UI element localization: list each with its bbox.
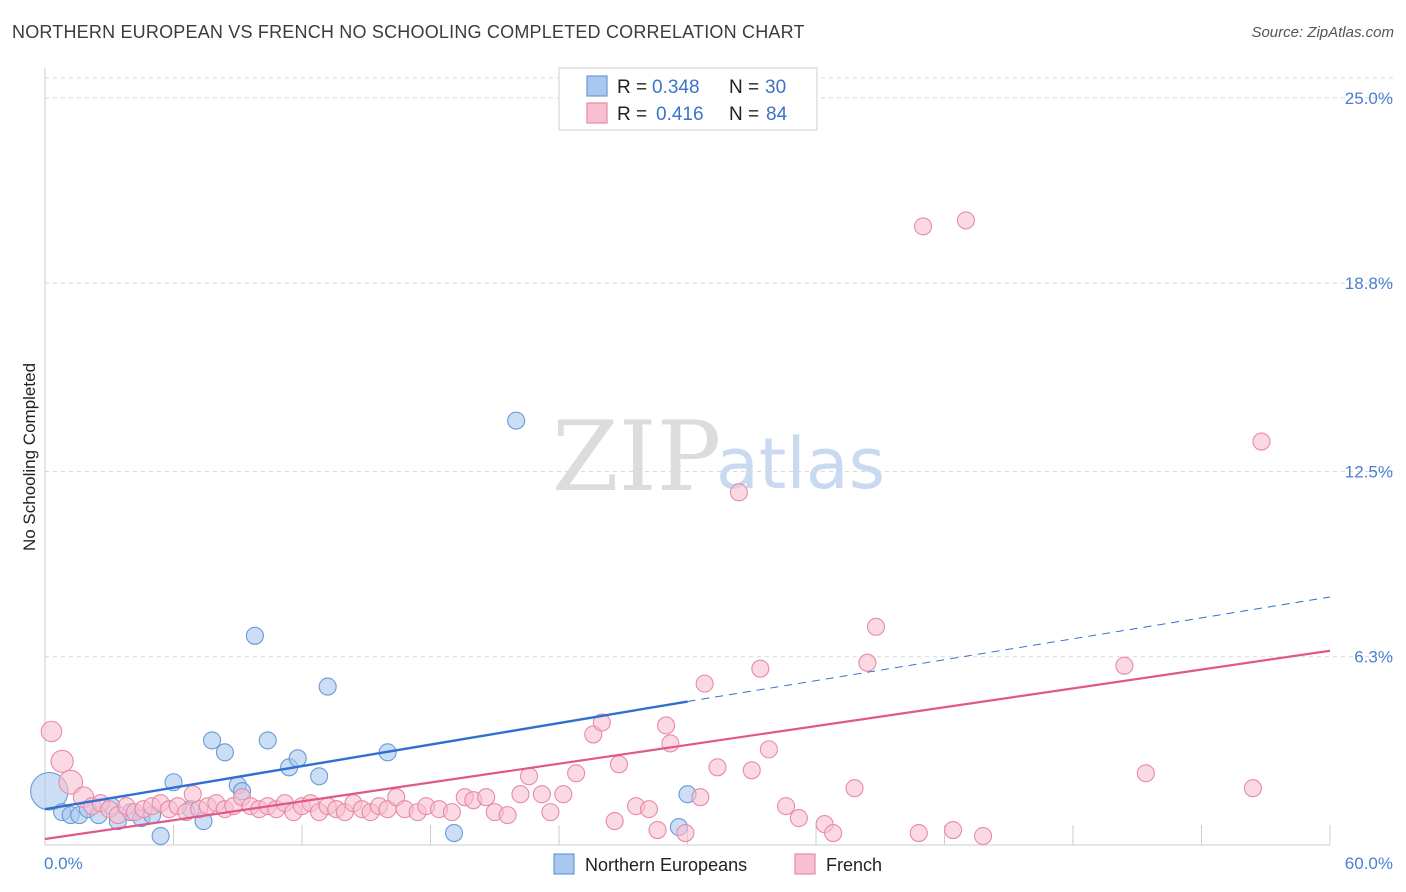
data-point-french xyxy=(511,785,530,804)
trend-line-northern-europeans-extension xyxy=(687,596,1331,703)
x-tick-label-min: 0.0% xyxy=(44,854,83,873)
data-point-french xyxy=(914,217,933,236)
data-point-french xyxy=(605,812,624,831)
data-point-french xyxy=(657,716,676,735)
data-point-french xyxy=(567,764,586,783)
y-tick-labels: 6.3% 12.5% 18.8% 25.0% xyxy=(1345,89,1393,667)
y-tick-label: 12.5% xyxy=(1345,462,1393,481)
data-point-french xyxy=(751,659,770,678)
legend-box: R = 0.348 N = 30 R = 0.416 N = 84 xyxy=(558,67,818,131)
y-tick-label: 18.8% xyxy=(1345,274,1393,293)
data-point-french xyxy=(477,788,496,807)
data-point-northern-europeans xyxy=(258,731,277,750)
data-point-french xyxy=(519,767,539,786)
data-point-french xyxy=(1252,432,1271,451)
data-point-french xyxy=(554,785,573,804)
data-point-french xyxy=(639,800,659,819)
legend-n-label: N = xyxy=(729,104,759,125)
legend-swatch-pink xyxy=(586,102,608,124)
data-point-french xyxy=(1115,656,1134,675)
trend-line-french xyxy=(44,649,1331,841)
data-point-northern-europeans xyxy=(151,826,170,846)
data-point-french xyxy=(909,823,928,843)
data-point-northern-europeans xyxy=(310,767,329,786)
legend-n-value: 30 xyxy=(765,77,786,98)
data-point-french xyxy=(824,823,843,843)
legend-r-label: R = xyxy=(617,104,647,125)
data-point-french xyxy=(695,674,714,693)
data-point-northern-europeans xyxy=(203,731,222,750)
watermark: ZIP atlas xyxy=(552,401,885,513)
chart-source: Source: ZipAtlas.com xyxy=(1251,24,1394,41)
legend-swatch-blue xyxy=(586,75,608,97)
y-axis-label: No Schooling Completed xyxy=(20,363,39,551)
data-point-french xyxy=(858,653,877,672)
watermark-zip: ZIP xyxy=(552,401,721,513)
trend-line-northern-europeans xyxy=(44,700,688,811)
bottom-legend-swatch-pink xyxy=(794,853,816,875)
data-point-french xyxy=(676,823,695,843)
bottom-legend-label-french: French xyxy=(826,855,882,875)
data-point-french xyxy=(498,806,517,825)
data-point-french xyxy=(592,713,611,732)
data-point-northern-europeans xyxy=(445,823,464,843)
data-point-french xyxy=(691,788,710,807)
data-point-french xyxy=(58,769,84,795)
data-point-french xyxy=(776,797,796,816)
data-point-french xyxy=(532,785,551,804)
data-point-french xyxy=(541,803,560,822)
data-point-northern-europeans xyxy=(288,749,307,768)
data-point-french xyxy=(789,809,808,828)
data-point-french xyxy=(944,821,963,840)
data-point-northern-europeans xyxy=(215,743,234,762)
y-tick-label: 6.3% xyxy=(1354,648,1393,667)
y-tick-label: 25.0% xyxy=(1345,89,1393,108)
data-point-french xyxy=(50,749,74,773)
grid-lines xyxy=(45,77,1393,658)
trend-lines xyxy=(44,596,1331,841)
data-point-french xyxy=(1243,779,1262,798)
data-point-french xyxy=(442,803,461,822)
legend-n-value: 84 xyxy=(766,104,788,125)
data-point-french xyxy=(742,761,761,780)
data-point-french xyxy=(183,785,202,804)
chart-title: NORTHERN EUROPEAN VS FRENCH NO SCHOOLING… xyxy=(12,22,805,42)
data-point-northern-europeans xyxy=(245,626,264,645)
data-point-french xyxy=(956,211,975,230)
data-point-french xyxy=(40,720,63,743)
bottom-legend-swatch-blue xyxy=(553,853,575,875)
data-point-french xyxy=(845,779,864,798)
data-point-french xyxy=(1136,764,1155,783)
data-point-french xyxy=(648,821,667,840)
data-point-french xyxy=(729,483,748,502)
legend-n-label: N = xyxy=(729,77,759,98)
x-tick-label-max: 60.0% xyxy=(1345,854,1393,873)
data-point-northern-europeans xyxy=(507,411,526,430)
data-point-french xyxy=(708,758,727,777)
data-point-french xyxy=(759,740,778,759)
bottom-legend-label-northern-europeans: Northern Europeans xyxy=(585,855,747,875)
data-point-french xyxy=(866,617,886,636)
bottom-legend: Northern Europeans French xyxy=(553,853,882,875)
legend-r-value: 0.416 xyxy=(656,104,704,125)
legend-r-value: 0.348 xyxy=(652,77,700,98)
data-point-northern-europeans xyxy=(318,677,337,696)
legend-r-label: R = xyxy=(617,77,647,98)
data-point-french xyxy=(609,755,629,774)
data-point-french xyxy=(973,826,993,846)
